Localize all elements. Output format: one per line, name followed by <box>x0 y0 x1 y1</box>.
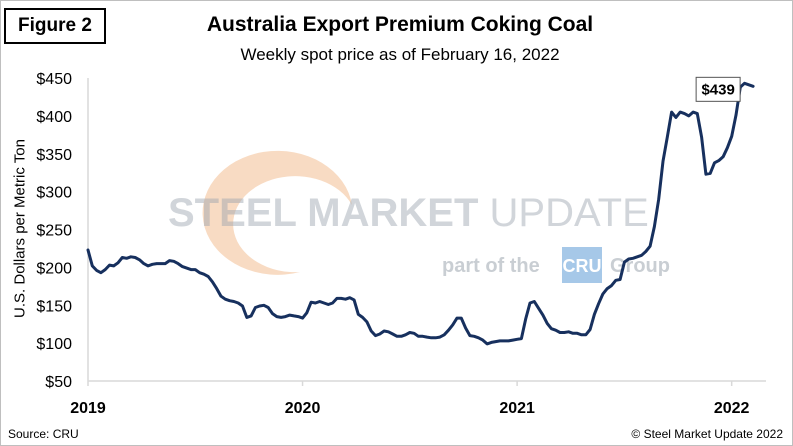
y-tick-label: $450 <box>36 71 72 88</box>
figure-label: Figure 2 <box>4 8 106 44</box>
copyright-note: © Steel Market Update 2022 <box>631 427 783 441</box>
series-layer <box>86 81 755 346</box>
y-tick-label: $150 <box>36 298 72 315</box>
watermark-cru-badge <box>562 247 602 283</box>
source-note: Source: CRU <box>8 427 79 441</box>
watermark: STEEL MARKET UPDATE part of the CRU Grou… <box>168 150 670 283</box>
chart-subtitle: Weekly spot price as of February 16, 202… <box>240 45 560 64</box>
y-tick-label: $100 <box>36 336 72 353</box>
x-tick-label: 2021 <box>499 400 535 417</box>
x-tick-label: 2019 <box>70 400 106 417</box>
watermark-cru: CRU <box>563 256 602 276</box>
price-callout: $439 <box>695 76 741 102</box>
watermark-swoosh <box>202 150 352 275</box>
axes <box>87 78 766 382</box>
callout-label: $439 <box>701 81 734 98</box>
y-tick-label: $200 <box>36 260 72 277</box>
watermark-brand: STEEL MARKET UPDATE <box>168 191 649 235</box>
x-tick-labels: 2019 2020 2021 2022 <box>70 381 750 417</box>
y-tick-label: $250 <box>36 223 72 240</box>
watermark-group: Group <box>610 255 670 277</box>
y-tick-label: $350 <box>36 147 72 164</box>
callout-box <box>695 76 741 102</box>
y-tick-label: $400 <box>36 109 72 126</box>
watermark-logo <box>202 150 352 275</box>
y-tick-label: $50 <box>45 374 72 391</box>
series-line <box>86 81 755 346</box>
watermark-part-of: part of the <box>442 255 540 277</box>
y-tick-label: $300 <box>36 185 72 202</box>
chart-title: Australia Export Premium Coking Coal <box>206 13 594 36</box>
x-tick-label: 2022 <box>714 400 750 417</box>
y-tick-labels: $50 $100 $150 $200 $250 $300 $350 $400 $450 <box>36 71 72 391</box>
x-tick-label: 2020 <box>285 400 321 417</box>
